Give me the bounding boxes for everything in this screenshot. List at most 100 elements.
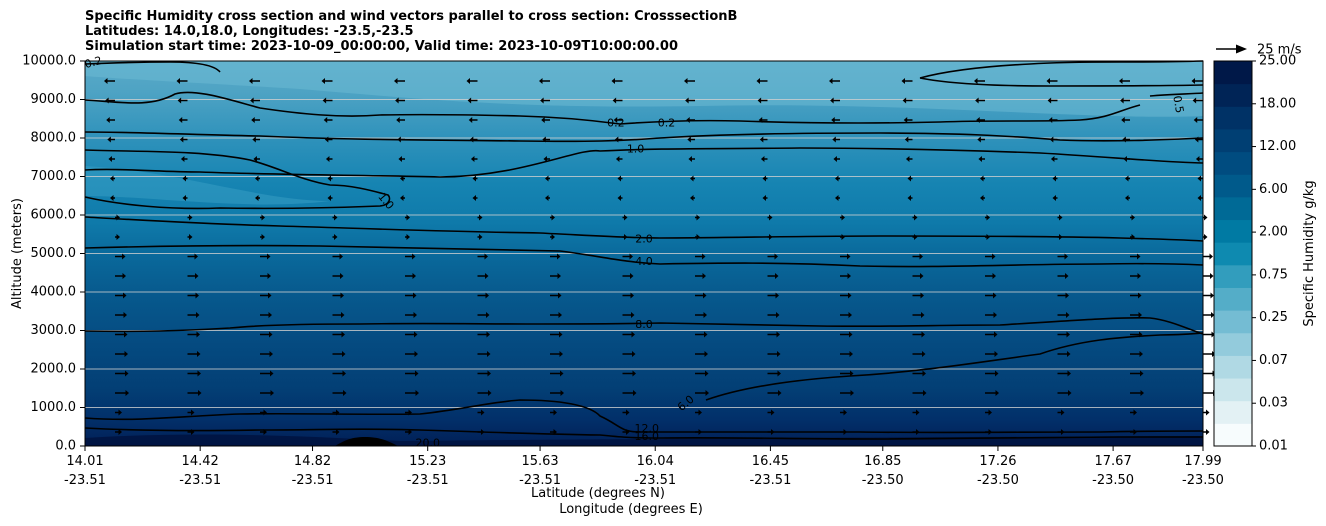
quiver-key-label: 25 m/s xyxy=(1257,43,1302,58)
y-tick-label: 3000.0 xyxy=(31,323,77,338)
contour-label-7: 4.0 xyxy=(635,255,653,268)
y-tick-label: 9000.0 xyxy=(31,92,77,107)
wind-arrow-head xyxy=(1211,312,1215,318)
wind-arrow-head xyxy=(901,78,905,84)
wind-arrow-head xyxy=(916,409,920,416)
wind-arrow-head xyxy=(907,175,911,182)
wind-arrow-head xyxy=(841,214,845,221)
wind-arrow-head xyxy=(479,214,483,221)
contour-line-6 xyxy=(84,317,1204,335)
wind-arrow-head xyxy=(398,156,402,162)
wind-arrow-head xyxy=(835,175,839,182)
wind-arrow-head xyxy=(270,370,274,377)
wind-arrow-head xyxy=(415,370,419,377)
wind-arrow-head xyxy=(776,312,780,318)
contour-line-12 xyxy=(1149,92,1204,97)
wind-arrow-head xyxy=(848,292,852,299)
contour-label-0: 0.2 xyxy=(83,54,103,71)
wind-arrow-head xyxy=(1140,390,1144,396)
wind-arrow-head xyxy=(843,409,847,416)
wind-arrow-head xyxy=(624,214,628,221)
quiver-key-arrowhead xyxy=(1236,44,1247,54)
contour-line-11 xyxy=(919,77,1204,87)
wind-arrow-head xyxy=(1049,136,1054,143)
contour-line-1 xyxy=(84,131,1204,143)
terrain-bump xyxy=(335,437,398,446)
x-tick-label-lat: 17.99 xyxy=(1184,454,1221,469)
wind-arrow-head xyxy=(176,78,180,84)
wind-arrow-head xyxy=(400,175,404,182)
wind-arrow-head xyxy=(916,429,920,435)
wind-arrow-head xyxy=(560,370,564,377)
wind-arrow-head xyxy=(849,331,853,338)
x-tick-label-lat: 15.63 xyxy=(521,454,558,469)
wind-arrow-head xyxy=(977,136,981,143)
wind-arrow-head xyxy=(614,136,619,143)
wind-arrow-head xyxy=(1210,273,1214,279)
wind-arrow-head xyxy=(1123,156,1127,162)
wind-arrow-head xyxy=(995,370,999,377)
wind-arrow-head xyxy=(479,234,483,240)
wind-arrow-head xyxy=(613,117,618,123)
wind-arrow-head xyxy=(470,156,475,162)
wind-arrow-head xyxy=(196,331,200,338)
wind-arrow-head xyxy=(847,273,851,279)
wind-arrow-head xyxy=(771,429,775,435)
colorbar-band-13 xyxy=(1214,128,1252,153)
wind-arrow-head xyxy=(539,78,543,84)
wind-arrow-head xyxy=(123,312,127,318)
wind-arrow-head xyxy=(339,253,343,260)
y-tick-label: 2000.0 xyxy=(31,362,77,377)
wind-arrow-head xyxy=(250,97,254,104)
wind-arrow-head xyxy=(118,409,122,416)
wind-arrow-head xyxy=(848,312,852,318)
colorbar: 0.01 0.03 0.07 0.25 0.75 2.00 6.00 12.00 18.00 25… xyxy=(1213,54,1317,454)
wind-arrow-head xyxy=(105,97,109,104)
wind-arrow-head xyxy=(762,195,766,201)
wind-arrow-head xyxy=(847,253,851,260)
wind-arrow-head xyxy=(843,429,847,435)
wind-arrow-head xyxy=(394,78,398,84)
wind-arrow-head xyxy=(762,175,766,182)
wind-arrow-head xyxy=(340,292,344,299)
wind-arrow-head xyxy=(1066,331,1070,338)
x-tick-label-lon: -23.51 xyxy=(64,473,106,488)
wind-arrow-head xyxy=(325,156,330,162)
wind-arrow-head xyxy=(116,214,120,221)
x-tick-label-lon: -23.51 xyxy=(179,473,221,488)
x-tick-label-lon: -23.51 xyxy=(634,473,676,488)
wind-arrow-head xyxy=(408,429,412,435)
title-line-1: Specific Humidity cross section and wind… xyxy=(85,9,738,24)
wind-arrow-head xyxy=(1191,78,1195,84)
contour-line-2 xyxy=(84,147,1204,178)
wind-arrow-head xyxy=(559,331,563,338)
colorbar-band-3 xyxy=(1214,355,1252,379)
y-tick-label: 7000.0 xyxy=(31,169,77,184)
wind-arrow-head xyxy=(1061,429,1065,435)
x-tick-label-lat: 16.45 xyxy=(752,454,789,469)
title-line-2: Latitudes: 14.0,18.0, Longitudes: -23.5,… xyxy=(85,24,414,39)
wind-arrow-head xyxy=(705,390,709,396)
wind-arrow-head xyxy=(412,273,416,279)
wind-arrow-head xyxy=(702,253,706,260)
x-tick-label-lon: -23.51 xyxy=(292,473,334,488)
contour-label-3: 0.5 xyxy=(1170,95,1186,114)
contour-label-6: 2.0 xyxy=(635,233,653,246)
wind-arrow-head xyxy=(1059,234,1063,240)
x-tick-label-lat: 15.23 xyxy=(409,454,446,469)
wind-arrow-head xyxy=(759,136,764,143)
wind-arrow-head xyxy=(400,195,404,201)
colorbar-band-2 xyxy=(1214,378,1252,402)
wind-arrow-head xyxy=(993,292,997,299)
x-tick-label-lat: 17.26 xyxy=(979,454,1016,469)
wind-arrow-head xyxy=(408,409,412,416)
wind-arrow-head xyxy=(921,312,925,318)
wind-arrow-head xyxy=(1204,214,1208,221)
wind-arrow-head xyxy=(1065,292,1069,299)
wind-arrow-head xyxy=(704,331,708,338)
wind-arrow-head xyxy=(833,156,837,162)
contour-line-8 xyxy=(84,399,1204,434)
wind-arrow-head xyxy=(396,117,400,123)
wind-arrow-head xyxy=(1137,253,1141,260)
